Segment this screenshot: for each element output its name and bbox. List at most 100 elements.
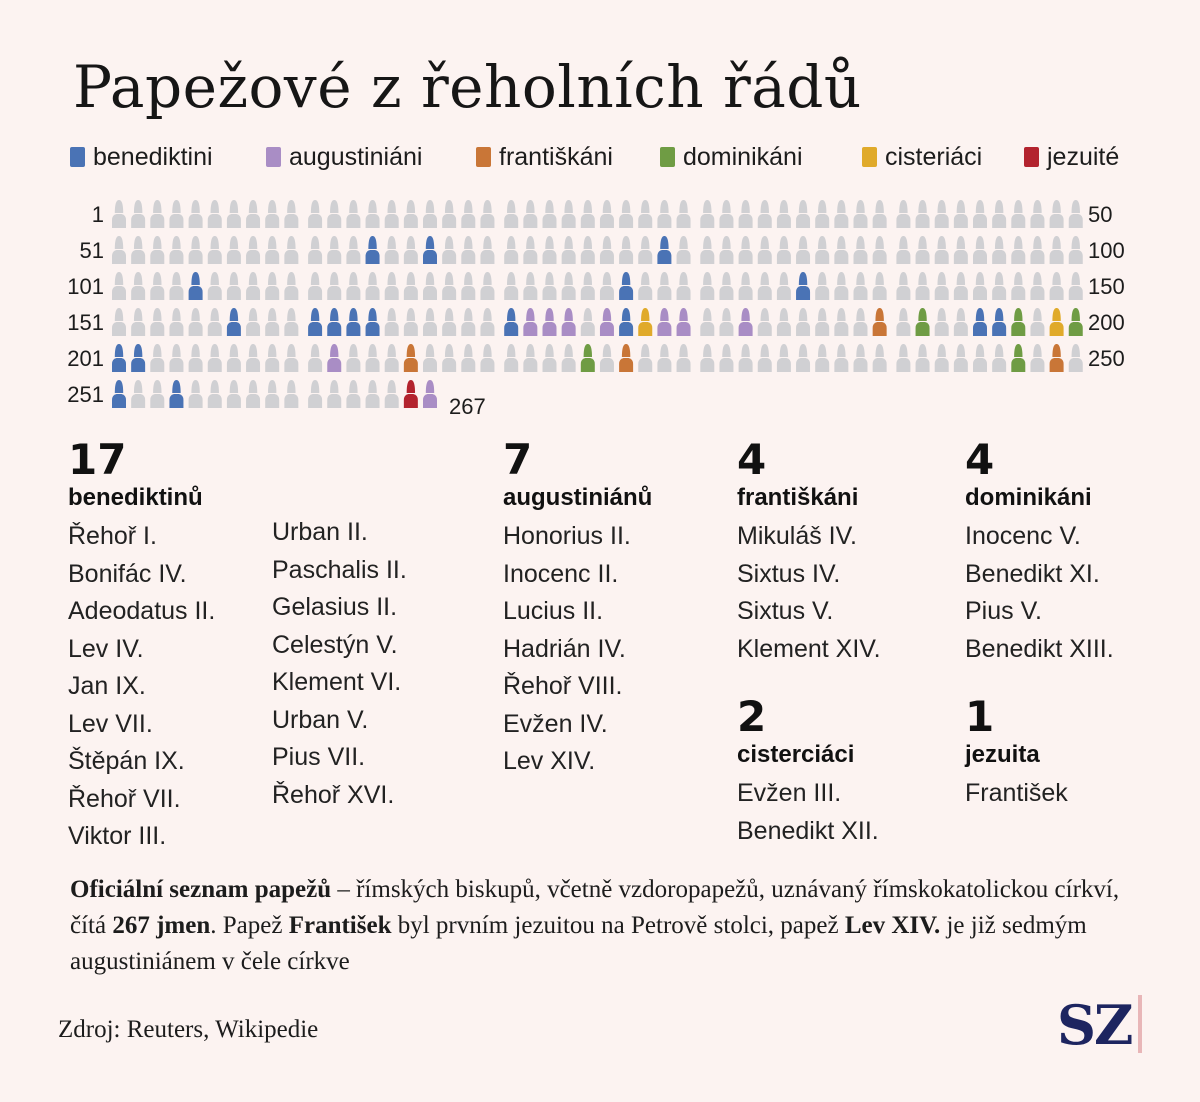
- column-benediktini: 17 benediktinů Řehoř I. Bonifác IV. Adeo…: [68, 438, 215, 856]
- pope-icon: [872, 200, 887, 228]
- pope-icon: [599, 236, 614, 264]
- legend-swatch-frantiskani: [476, 147, 491, 167]
- count-benediktini: 17: [68, 435, 127, 484]
- pope-icon: [346, 200, 361, 228]
- column-jezuite: 1 jezuita František: [965, 695, 1068, 813]
- pope-icon: [504, 236, 519, 264]
- pope-icon: [853, 308, 868, 336]
- pope-icon: [207, 344, 222, 372]
- pope-icon: [246, 308, 261, 336]
- pope-icon: [1049, 344, 1064, 372]
- pope-icon: [480, 200, 495, 228]
- pope-icon: [953, 308, 968, 336]
- pope-icon: [915, 236, 930, 264]
- pope-name: Řehoř VIII.: [503, 672, 623, 700]
- pope-icon: [700, 200, 715, 228]
- pope-name: Benedikt XIII.: [965, 634, 1114, 663]
- pope-icon: [561, 236, 576, 264]
- footnote-bold: Lev XIV.: [844, 912, 941, 939]
- pope-icon: [757, 272, 772, 300]
- pope-icon: [719, 200, 734, 228]
- label-jezuite: jezuita: [965, 741, 1040, 768]
- pope-icon: [700, 272, 715, 300]
- pope-name: Celestýn V.: [272, 630, 398, 659]
- pope-icon: [834, 272, 849, 300]
- pope-icon: [365, 344, 380, 372]
- pope-icon: [403, 308, 418, 336]
- pope-icon: [853, 236, 868, 264]
- pope-icon: [1030, 200, 1045, 228]
- pope-icon: [776, 344, 791, 372]
- pope-icon: [776, 272, 791, 300]
- pope-icon: [638, 308, 653, 336]
- pope-icon: [1011, 200, 1026, 228]
- pope-icon: [480, 272, 495, 300]
- count-cisterciaci: 2: [737, 692, 767, 741]
- pope-icon: [796, 308, 811, 336]
- label-benediktini: benediktinů: [68, 484, 203, 511]
- pope-name: Paschalis II.: [272, 555, 407, 584]
- pope-name: Lev VII.: [68, 709, 153, 738]
- pope-icon: [853, 344, 868, 372]
- list-dominikani: Inocenc V. Benedikt XI. Pius V. Benedikt…: [965, 518, 1114, 668]
- pope-name: Adeodatus II.: [68, 597, 216, 625]
- pope-icon: [638, 200, 653, 228]
- row-end-label: 200: [1088, 310, 1125, 335]
- pope-icon: [403, 344, 418, 372]
- pope-icon: [934, 272, 949, 300]
- pope-icon: [973, 308, 987, 336]
- pope-name: Evžen IV.: [503, 709, 608, 738]
- footnote-bold: 267 jmen: [112, 912, 211, 939]
- pope-icon: [676, 344, 691, 372]
- pope-icon: [284, 308, 299, 336]
- pope-icon: [953, 344, 968, 372]
- pope-icon: [1049, 308, 1064, 336]
- pope-icon: [169, 236, 184, 264]
- pope-icon: [638, 272, 653, 300]
- label-dominikani: dominikáni: [965, 484, 1092, 511]
- list-jezuite: František: [965, 775, 1068, 813]
- pope-icon: [308, 344, 323, 372]
- pope-icon: [112, 236, 126, 264]
- count-augustiniani: 7: [503, 435, 533, 484]
- pope-icon: [676, 200, 691, 228]
- pope-icon: [226, 344, 241, 372]
- pope-icon: [1030, 272, 1045, 300]
- column-dominikani: 4 dominikáni Inocenc V. Benedikt XI. Piu…: [965, 438, 1114, 668]
- pope-icon: [915, 344, 930, 372]
- pope-icon: [1068, 308, 1083, 336]
- pope-icon: [308, 380, 323, 408]
- pope-icon: [796, 200, 811, 228]
- pope-icon: [599, 200, 614, 228]
- row-end-label: 150: [1088, 274, 1125, 299]
- pope-icon: [815, 344, 830, 372]
- legend-label-benediktini: benediktini: [93, 142, 213, 171]
- pope-icon: [246, 200, 261, 228]
- pope-icon: [523, 200, 538, 228]
- pope-icon: [796, 236, 811, 264]
- pope-name: Inocenc II.: [503, 559, 619, 588]
- label-augustiniani: augustiniánů: [503, 484, 653, 511]
- pope-icon: [442, 236, 457, 264]
- pope-icon: [580, 344, 595, 372]
- pope-icon: [676, 272, 691, 300]
- pope-icon: [365, 200, 380, 228]
- footnote: Oficiální seznam papežů – římských bisku…: [70, 872, 1150, 980]
- pope-icon: [423, 236, 437, 264]
- pope-icon: [112, 344, 126, 372]
- pope-icon: [542, 308, 557, 336]
- pope-icon: [169, 200, 184, 228]
- pope-icon: [384, 380, 399, 408]
- pope-icon: [442, 344, 457, 372]
- pope-icon: [112, 380, 126, 408]
- label-cisterciaci: cisterciáci: [737, 741, 855, 768]
- pope-icon: [131, 308, 146, 336]
- pope-icon: [207, 380, 222, 408]
- row-end-label: 50: [1088, 202, 1112, 227]
- pope-icon: [719, 272, 734, 300]
- pope-icon: [776, 200, 791, 228]
- pope-icon: [992, 236, 1007, 264]
- pope-icon: [953, 200, 968, 228]
- pope-icon: [676, 236, 691, 264]
- pope-name: Jan IX.: [68, 672, 146, 700]
